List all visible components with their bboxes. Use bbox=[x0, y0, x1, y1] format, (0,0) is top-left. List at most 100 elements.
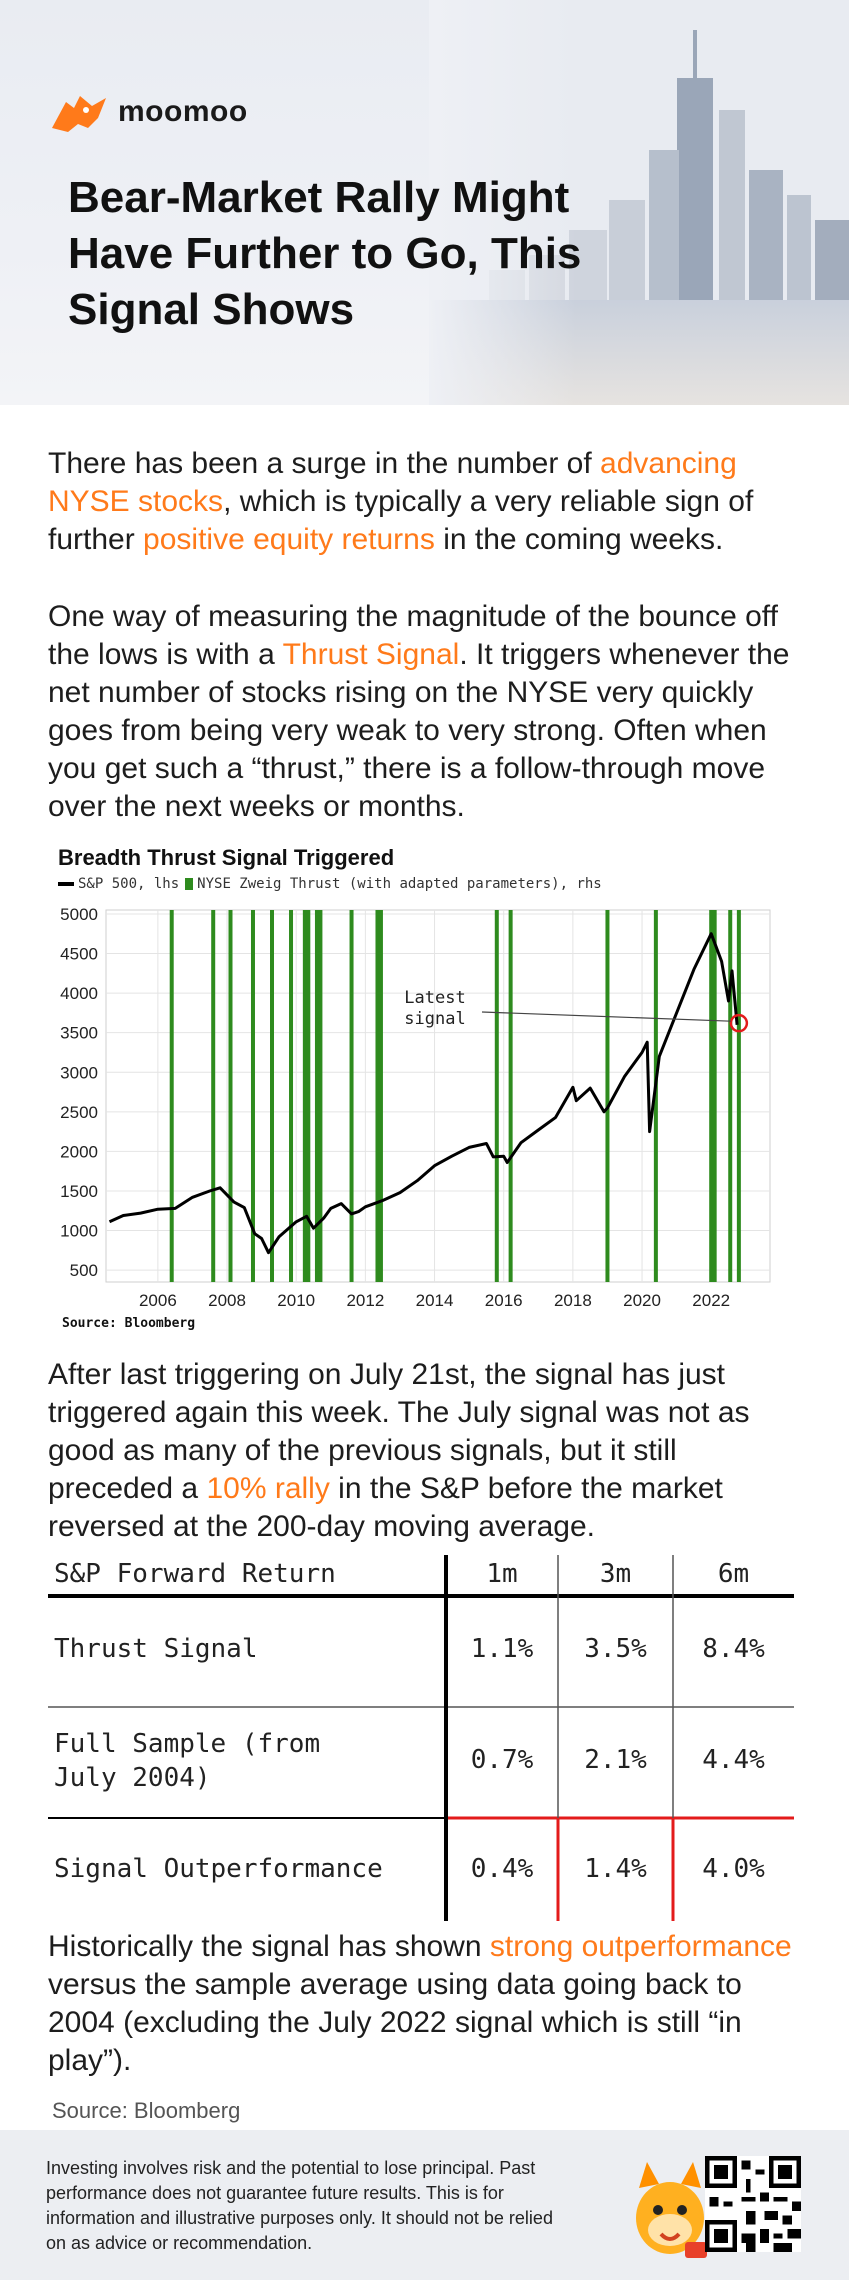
legend-item-zweig: NYSE Zweig Thrust (with adapted paramete… bbox=[197, 876, 602, 892]
table-header-3m: 3m bbox=[599, 1559, 632, 1589]
thrust-signal-bar bbox=[169, 910, 174, 1282]
thrust-signal-bar bbox=[270, 910, 274, 1282]
thrust-signal-bar bbox=[318, 910, 323, 1282]
chart-legend: S&P 500, lhs NYSE Zweig Thrust (with ada… bbox=[58, 876, 602, 892]
y-tick-label: 4000 bbox=[60, 984, 98, 1003]
annotation-leader-line bbox=[481, 1011, 731, 1022]
y-tick-label: 3000 bbox=[60, 1063, 98, 1082]
annotation-label-line1: Latest bbox=[404, 988, 465, 1008]
text-segment: There has been a surge in the number of bbox=[48, 447, 601, 480]
paragraph-historical: Historically the signal has shown strong… bbox=[48, 1928, 808, 2080]
thrust-signal-bar bbox=[709, 910, 714, 1282]
text-segment: in the coming weeks. bbox=[434, 523, 724, 556]
highlighted-phrase: advancing NYSE stocks bbox=[48, 447, 737, 518]
table-grid bbox=[48, 1555, 794, 1921]
breadth-thrust-chart: Breadth Thrust Signal Triggered S&P 500,… bbox=[50, 840, 790, 1340]
highlighted-phrase: strong outperformance bbox=[489, 1930, 792, 1963]
thrust-signal-bar bbox=[508, 910, 513, 1282]
row-outperformance-1m: 0.4% bbox=[470, 1854, 534, 1884]
chart-plot: 500 1000 1500 2000 2500 3000 3500 4000 4500 5000 2… bbox=[60, 905, 771, 1310]
legend-line-swatch bbox=[58, 882, 74, 886]
thrust-signal-bar bbox=[314, 910, 319, 1282]
text-segment: Historically the signal has shown bbox=[48, 1930, 490, 1963]
brand-name: moomoo bbox=[118, 95, 248, 128]
text-segment: , which is typically a very reliable sig… bbox=[48, 485, 754, 556]
y-tick-label: 2000 bbox=[60, 1142, 98, 1161]
thrust-signal-bar bbox=[302, 910, 307, 1282]
x-tick-label: 2018 bbox=[554, 1291, 592, 1310]
moomoo-mascot-icon bbox=[636, 2162, 707, 2258]
article-title: Bear-Market Rally Might Have Further to … bbox=[68, 173, 582, 334]
table-header-label: S&P Forward Return bbox=[54, 1559, 336, 1589]
thrust-signal-bar bbox=[494, 910, 499, 1282]
footer-disclaimer-panel: Investing involves risk and the potentia… bbox=[0, 2130, 849, 2280]
legend-box-swatch bbox=[185, 878, 194, 890]
row-thrust-signal-label: Thrust Signal bbox=[54, 1634, 258, 1664]
legend-item-sp500: S&P 500, lhs bbox=[78, 876, 180, 892]
text-segment: . It triggers whenever the net number of… bbox=[48, 638, 790, 823]
thrust-signal-bar bbox=[289, 910, 294, 1282]
thrust-signal-bar bbox=[250, 910, 255, 1282]
x-tick-label: 2010 bbox=[277, 1291, 315, 1310]
annotation-label-line2: signal bbox=[404, 1009, 465, 1029]
text-segment: One way of measuring the magnitude of th… bbox=[48, 600, 778, 671]
row-thrust-signal-3m: 3.5% bbox=[584, 1634, 647, 1664]
x-tick-label: 2006 bbox=[139, 1291, 177, 1310]
paragraph-intro: There has been a surge in the number of … bbox=[48, 445, 808, 559]
row-outperformance-label: Signal Outperformance bbox=[54, 1854, 383, 1884]
y-tick-label: 1000 bbox=[60, 1222, 98, 1241]
row-full-sample-1m: 0.7% bbox=[470, 1745, 534, 1775]
x-tick-label: 2014 bbox=[416, 1291, 454, 1310]
latest-signal-marker bbox=[729, 1013, 749, 1033]
city-skyline-image bbox=[429, 0, 849, 405]
x-tick-label: 2008 bbox=[208, 1291, 246, 1310]
thrust-signal-bar bbox=[712, 910, 717, 1282]
highlighted-phrase: positive equity returns bbox=[143, 523, 435, 556]
paragraph-thrust-signal: One way of measuring the magnitude of th… bbox=[48, 598, 808, 826]
y-tick-label: 1500 bbox=[60, 1182, 98, 1201]
x-tick-label: 2016 bbox=[485, 1291, 523, 1310]
thrust-signal-bar bbox=[211, 910, 216, 1282]
paragraph-july-signal: After last triggering on July 21st, the … bbox=[48, 1356, 808, 1546]
x-tick-label: 2022 bbox=[692, 1291, 730, 1310]
thrust-signal-bar bbox=[349, 910, 354, 1282]
row-thrust-signal-6m: 8.4% bbox=[702, 1634, 765, 1664]
row-thrust-signal-1m: 1.1% bbox=[470, 1634, 534, 1664]
y-tick-label: 500 bbox=[70, 1261, 98, 1280]
thrust-signal-bar bbox=[306, 910, 311, 1282]
highlighted-phrase: Thrust Signal bbox=[282, 638, 460, 671]
row-full-sample-6m: 4.4% bbox=[702, 1745, 765, 1775]
row-outperformance-3m: 1.4% bbox=[584, 1854, 647, 1884]
x-tick-label: 2020 bbox=[623, 1291, 661, 1310]
plot-area bbox=[105, 909, 771, 1283]
source-note: Source: Bloomberg bbox=[52, 2098, 241, 2123]
moomoo-bull-icon bbox=[52, 96, 106, 132]
thrust-signal-bar bbox=[375, 910, 380, 1282]
table-header-1m: 1m bbox=[486, 1559, 518, 1589]
y-tick-label: 5000 bbox=[60, 905, 98, 924]
chart-source: Source: Bloomberg bbox=[62, 1316, 196, 1331]
thrust-signal-bar bbox=[605, 910, 610, 1282]
thrust-signal-bar bbox=[736, 910, 741, 1282]
text-segment: versus the sample average using data goi… bbox=[48, 1968, 742, 2077]
disclaimer-text: Investing involves risk and the potentia… bbox=[46, 2158, 553, 2253]
text-segment: in the S&P before the market reversed at… bbox=[48, 1472, 723, 1543]
row-full-sample-3m: 2.1% bbox=[584, 1745, 647, 1775]
row-outperformance-6m: 4.0% bbox=[702, 1854, 765, 1884]
header-banner: moomoo Bear-Market Rally Might Have Furt… bbox=[0, 0, 849, 405]
forward-return-table: S&P Forward Return 1m 3m 6m Thrust Signa… bbox=[48, 1555, 800, 1921]
thrust-signal-bar bbox=[728, 910, 733, 1282]
row-full-sample-label: Full Sample (from July 2004) bbox=[54, 1729, 321, 1793]
sp500-line bbox=[108, 932, 739, 1255]
x-tick-label: 2012 bbox=[346, 1291, 384, 1310]
highlighted-phrase: 10% rally bbox=[206, 1472, 330, 1505]
moomoo-logo: moomoo bbox=[48, 88, 248, 136]
table-header-6m: 6m bbox=[717, 1559, 750, 1589]
y-tick-label: 2500 bbox=[60, 1103, 98, 1122]
qr-code-icon bbox=[705, 2156, 801, 2252]
y-tick-label: 3500 bbox=[60, 1024, 98, 1043]
y-tick-label: 4500 bbox=[60, 945, 98, 964]
thrust-signal-bar bbox=[228, 910, 233, 1282]
thrust-signal-bar bbox=[653, 910, 658, 1282]
chart-title: Breadth Thrust Signal Triggered bbox=[58, 845, 395, 870]
